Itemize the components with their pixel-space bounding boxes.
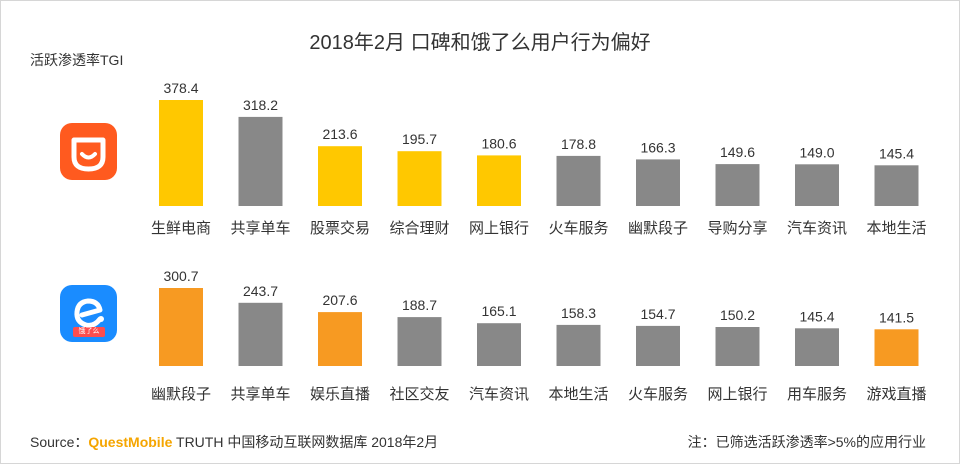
data-label: 378.4 [163,80,198,96]
source-text: TRUTH 中国移动互联网数据库 2018年2月 [172,434,439,450]
bar [636,325,680,366]
category-label: 游戏直播 [866,386,926,403]
data-label: 149.6 [720,144,755,160]
bar [238,116,283,206]
data-label: 178.8 [561,136,596,152]
bar [238,302,283,366]
category-label: 共享单车 [230,220,290,237]
koubei-logo-icon [60,123,117,180]
bar [477,155,521,206]
bar [159,288,203,366]
category-label: 幽默段子 [628,220,688,237]
category-label: 股票交易 [310,219,370,237]
bar-chart-2: 300.7 幽默段子 243.7 共享单车 207.6 娱乐直播 188.7 社区交友 165.… [151,268,927,403]
data-label: 243.7 [243,283,278,299]
category-label: 汽车资讯 [787,220,847,237]
data-label: 207.6 [322,292,357,308]
bar [874,329,919,366]
eleme-e-icon [74,298,104,328]
data-label: 145.4 [799,308,834,324]
koubei-face-icon [71,137,106,172]
category-label: 本地生活 [548,386,608,403]
bar [159,100,203,206]
category-label: 共享单车 [230,386,290,403]
eleme-logo-tag: 饿了么 [73,327,105,337]
bar [397,317,442,366]
bar [715,164,760,206]
bar [874,165,919,206]
category-label: 本地生活 [866,220,926,237]
category-label: 网上银行 [469,220,529,237]
category-label: 综合理财 [389,220,449,237]
data-label: 141.5 [879,309,914,325]
bar [556,324,601,366]
data-label: 195.7 [402,131,437,147]
category-label: 汽车资讯 [469,386,529,403]
bar [397,151,442,206]
bar [318,146,362,206]
bar [318,312,362,366]
questmobile-brand: QuestMobile [88,434,173,450]
category-label: 网上银行 [707,386,767,403]
bar [795,164,839,206]
data-label: 145.4 [879,145,914,161]
category-label: 用车服务 [787,386,847,403]
category-label: 火车服务 [628,386,688,403]
category-label: 导购分享 [707,220,767,237]
source-prefix: Source： [30,434,89,450]
data-label: 158.3 [561,305,596,321]
y-axis-label: 活跃渗透率TGI [30,52,124,68]
bar [636,159,680,206]
chart-title: 2018年2月 口碑和饿了么用户行为偏好 [309,32,651,54]
data-label: 180.6 [481,135,516,151]
bar [795,328,839,366]
data-label: 166.3 [640,139,675,155]
category-label: 娱乐直播 [310,386,370,403]
data-label: 213.6 [322,126,357,142]
footer-source: Source：QuestMobile TRUTH 中国移动互联网数据库 2018… [30,432,438,452]
data-label: 188.7 [402,297,437,313]
bar [715,327,760,366]
footer-note: 注：已筛选活跃渗透率>5%的应用行业 [687,434,926,450]
data-label: 300.7 [163,268,198,284]
eleme-logo-icon: 饿了么 [60,285,117,342]
category-label: 火车服务 [548,220,608,237]
bar-chart-1: 378.4 生鲜电商 318.2 共享单车 213.6 股票交易 195.7 综合理财 180.… [151,80,927,237]
category-label: 生鲜电商 [151,220,211,237]
data-label: 150.2 [720,307,755,323]
category-label: 社区交友 [389,385,449,403]
bar [477,323,521,366]
data-label: 154.7 [640,306,675,322]
category-label: 幽默段子 [151,386,211,403]
bar [556,155,601,206]
data-label: 165.1 [481,303,516,319]
data-label: 318.2 [243,97,278,113]
data-label: 149.0 [799,144,834,160]
